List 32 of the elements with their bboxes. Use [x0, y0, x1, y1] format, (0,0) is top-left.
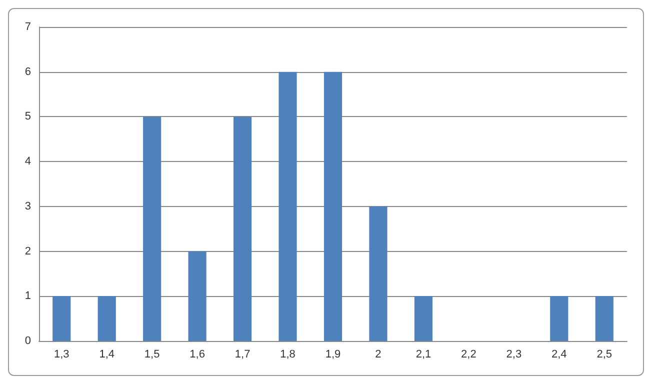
x-tick-label: 1,7 — [234, 348, 250, 360]
x-tick-label: 1,6 — [190, 348, 205, 360]
x-tick-label: 2,4 — [552, 348, 567, 360]
bar — [324, 72, 342, 341]
bar — [52, 296, 71, 341]
x-tick-label: 1,3 — [54, 348, 70, 360]
x-tick-label: 1,4 — [99, 348, 114, 360]
y-tick-label: 3 — [24, 200, 31, 212]
y-tick-label: 0 — [24, 335, 31, 347]
x-tick-label: 2,5 — [596, 348, 612, 360]
y-tick-label: 7 — [24, 21, 31, 33]
bar — [143, 116, 162, 341]
x-tick-label: 2 — [375, 348, 382, 360]
x-tick-label: 1,5 — [144, 348, 160, 360]
x-tick-label: 2,3 — [506, 348, 522, 360]
bar — [595, 296, 614, 341]
bar — [369, 206, 388, 341]
y-tick-label: 6 — [24, 66, 31, 78]
bar — [98, 296, 116, 341]
y-tick-label: 2 — [24, 245, 31, 258]
x-tick-label: 1,8 — [280, 348, 296, 360]
x-tick-label: 1,9 — [325, 348, 341, 360]
bar — [550, 296, 568, 341]
x-tick-label: 2,1 — [416, 348, 432, 360]
y-tick-label: 5 — [24, 110, 31, 123]
x-tick-label: 2,2 — [461, 348, 476, 360]
bar — [414, 296, 433, 341]
bar — [278, 72, 297, 341]
bar — [233, 116, 252, 341]
bar — [188, 251, 206, 341]
y-tick-label: 4 — [24, 156, 31, 168]
y-tick-label: 1 — [24, 290, 31, 302]
